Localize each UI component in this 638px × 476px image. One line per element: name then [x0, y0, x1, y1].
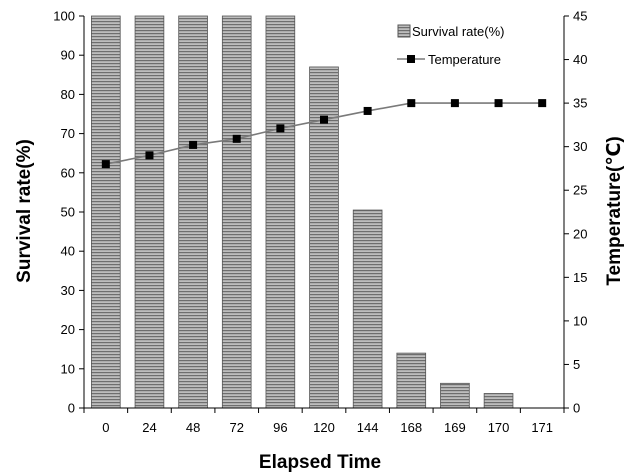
left-tick-label: 10: [61, 361, 75, 376]
legend-label-temperature: Temperature: [428, 52, 501, 67]
x-axis-title: Elapsed Time: [259, 452, 381, 473]
right-tick-label: 25: [573, 183, 587, 198]
temperature-point: [189, 140, 198, 149]
left-tick-label: 0: [68, 401, 75, 416]
survival-bar: [352, 209, 383, 409]
x-tick-label: 120: [313, 420, 335, 435]
survival-bar: [265, 15, 296, 409]
x-tick-label: 169: [444, 420, 466, 435]
y2-axis-title: Temperature(℃): [604, 136, 625, 285]
temperature-point: [494, 99, 503, 108]
x-tick-label: 0: [102, 420, 109, 435]
x-tick-label: 168: [400, 420, 422, 435]
temperature-point: [145, 151, 154, 160]
right-tick-label: 15: [573, 270, 587, 285]
survival-bar: [134, 15, 165, 409]
legend-marker-temperature: [407, 55, 415, 63]
survival-bar: [221, 15, 252, 409]
left-tick-label: 80: [61, 87, 75, 102]
left-tick-label: 90: [61, 48, 75, 63]
x-tick-label: 48: [186, 420, 200, 435]
right-tick-label: 45: [573, 9, 587, 24]
left-tick-label: 30: [61, 283, 75, 298]
left-tick-label: 100: [53, 9, 75, 24]
x-tick-label: 170: [488, 420, 510, 435]
temperature-line-series: [101, 99, 547, 169]
left-tick-label: 20: [61, 322, 75, 337]
temperature-point: [450, 99, 459, 108]
x-tick-label: 144: [357, 420, 379, 435]
temperature-point: [538, 99, 547, 108]
legend-label-survival: Survival rate(%): [412, 24, 504, 39]
x-tick-label: 24: [142, 420, 156, 435]
survival-bar: [309, 66, 339, 409]
temperature-point: [232, 134, 241, 143]
left-tick-label: 60: [61, 165, 75, 180]
survival-bar: [483, 393, 514, 409]
x-tick-labels: 0 24 48 72 96 120 144 168 169 170 171: [83, 408, 565, 435]
right-tick-label: 5: [573, 357, 580, 372]
survival-bar: [91, 15, 121, 409]
right-tick-labels: 0 5 10 15 20 25 30 35 40 45: [564, 9, 587, 416]
y-axis-title: Survival rate(%): [14, 139, 35, 283]
left-tick-labels: 0 10 20 30 40 50 60 70 80 90 100: [53, 9, 84, 416]
temperature-point: [101, 160, 110, 169]
right-tick-label: 10: [573, 313, 587, 328]
right-tick-label: 20: [573, 226, 587, 241]
survival-bar: [396, 352, 427, 409]
left-tick-label: 50: [61, 205, 75, 220]
temperature-point: [363, 106, 372, 115]
bar-series: [91, 15, 514, 409]
survival-bar: [440, 382, 470, 409]
left-tick-label: 70: [61, 126, 75, 141]
x-tick-label: 96: [273, 420, 287, 435]
temperature-point: [276, 124, 285, 133]
legend: Survival rate(%) Temperature: [397, 24, 504, 67]
right-tick-label: 35: [573, 96, 587, 111]
x-tick-label: 171: [531, 420, 553, 435]
temperature-point: [407, 99, 416, 108]
x-tick-label: 72: [229, 420, 243, 435]
right-tick-label: 40: [573, 52, 587, 67]
legend-swatch-survival: [397, 24, 411, 38]
left-tick-label: 40: [61, 244, 75, 259]
right-tick-label: 30: [573, 139, 587, 154]
temperature-point: [320, 115, 328, 124]
right-tick-label: 0: [573, 401, 580, 416]
survival-bar: [178, 15, 208, 409]
